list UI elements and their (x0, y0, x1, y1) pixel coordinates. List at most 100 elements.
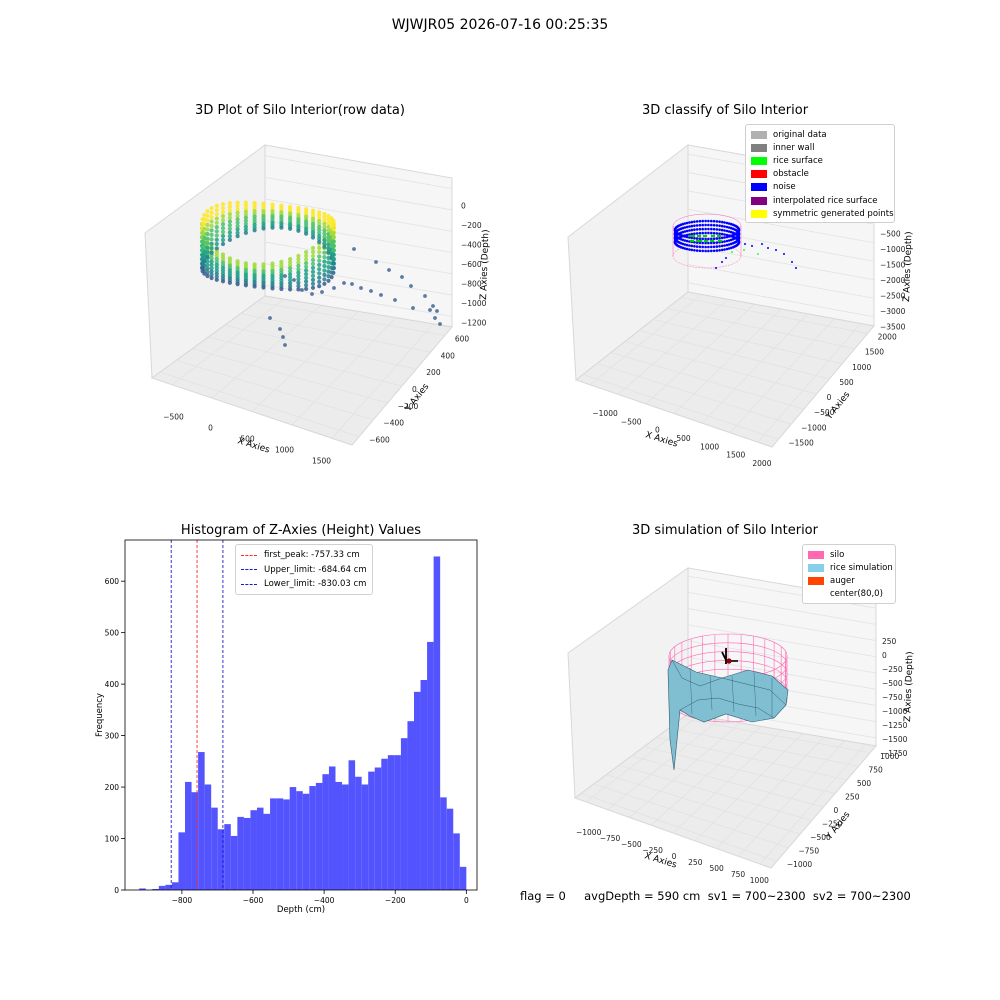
legend-item: auger (808, 574, 890, 587)
rice-surface-point (709, 239, 713, 243)
noise-point (751, 245, 753, 247)
scan-point (322, 228, 327, 233)
scan-point (243, 227, 248, 232)
scan-point (317, 254, 322, 259)
noise-point (718, 232, 721, 235)
rice-surface-point (743, 249, 745, 251)
y-tick-label: 500 (857, 779, 872, 788)
noise-point (695, 249, 699, 252)
scan-point (304, 253, 309, 258)
noise-point (718, 245, 721, 248)
histogram-bar (243, 817, 251, 890)
scan-point (220, 222, 226, 227)
noise-point (737, 227, 741, 231)
x-tick-label: 1000 (750, 876, 769, 885)
scan-point (209, 232, 214, 237)
scan-point (326, 265, 331, 270)
noise-point (683, 234, 687, 237)
x-tick-label: −750 (600, 834, 621, 843)
scan-point (331, 223, 336, 228)
z-tick-label: 250 (882, 637, 897, 646)
rice-surface-point (705, 239, 709, 243)
x-tick-label: −600 (243, 896, 264, 905)
scan-point (288, 287, 293, 292)
scan-point (205, 236, 210, 241)
noise-point (695, 237, 699, 240)
scan-point (209, 266, 214, 271)
histogram-bar (394, 755, 401, 890)
scan-point (304, 283, 309, 288)
noise-point (715, 237, 719, 240)
rice-surface-point (697, 239, 701, 243)
noise-point (698, 219, 702, 223)
noise-point (683, 226, 687, 229)
noise-point (690, 244, 694, 248)
noise-point (704, 227, 707, 231)
scan-point (288, 269, 293, 274)
scan-point (214, 203, 219, 208)
y-tick-label: 600 (105, 577, 120, 586)
scan-point (235, 213, 240, 219)
noise-point (737, 231, 741, 235)
scan-point (331, 252, 336, 257)
noise-point (712, 237, 716, 241)
scan-point (326, 274, 331, 279)
x-tick-label: −200 (385, 896, 406, 905)
x-tick-label: −500 (621, 840, 642, 849)
rice-surface-point (704, 234, 708, 238)
scan-point (304, 250, 309, 255)
scan-point (322, 272, 327, 277)
x-tick-label: 750 (731, 870, 746, 879)
noise-point (718, 224, 721, 227)
z-tick-label: −1000 (461, 299, 487, 308)
scan-point (322, 241, 327, 246)
scan-point (270, 286, 275, 291)
scan-point (310, 285, 316, 290)
noise-point (690, 228, 694, 232)
scan-point (227, 212, 232, 217)
scan-point (268, 316, 272, 320)
scan-point (279, 225, 284, 230)
noise-point (725, 257, 727, 259)
scan-point (296, 287, 301, 292)
scan-point (433, 316, 437, 320)
legend-label: inner wall (773, 142, 815, 153)
y-tick-label: 500 (105, 629, 120, 638)
noise-point (704, 237, 707, 241)
scan-point (235, 230, 240, 235)
histogram-bar (283, 799, 290, 890)
legend-label: auger (830, 575, 855, 586)
scan-point (387, 268, 391, 272)
z-tick-label: −1000 (880, 245, 906, 254)
scan-point (214, 241, 219, 247)
scan-point (438, 322, 442, 326)
noise-point (715, 228, 719, 231)
noise-point (727, 222, 731, 225)
scan-point (243, 215, 248, 220)
histogram-bar (198, 752, 205, 890)
noise-point (791, 261, 793, 263)
legend-item: first_peak: -757.33 cm (241, 548, 367, 563)
scan-point (205, 218, 210, 223)
legend-label: original data (773, 129, 827, 140)
silo-cylinder-outline (672, 213, 742, 269)
y-tick-label: 0 (412, 385, 417, 394)
panel4-title: 3D simulation of Silo Interior (632, 523, 818, 538)
scan-point (296, 253, 301, 258)
scan-point (243, 218, 248, 223)
scan-point (322, 234, 327, 240)
histogram-bar (420, 680, 428, 890)
noise-point (761, 243, 763, 245)
x-tick-label: 2000 (752, 459, 771, 468)
scan-point (304, 286, 309, 291)
noise-point (720, 244, 724, 248)
noise-point (712, 241, 716, 245)
scan-point (317, 262, 322, 267)
noise-point (707, 237, 710, 241)
scan-point (322, 259, 327, 264)
noise-point (707, 219, 710, 223)
scan-point (310, 249, 316, 255)
scan-point (326, 278, 331, 283)
scan-point (209, 259, 214, 264)
legend-swatch (751, 130, 767, 139)
